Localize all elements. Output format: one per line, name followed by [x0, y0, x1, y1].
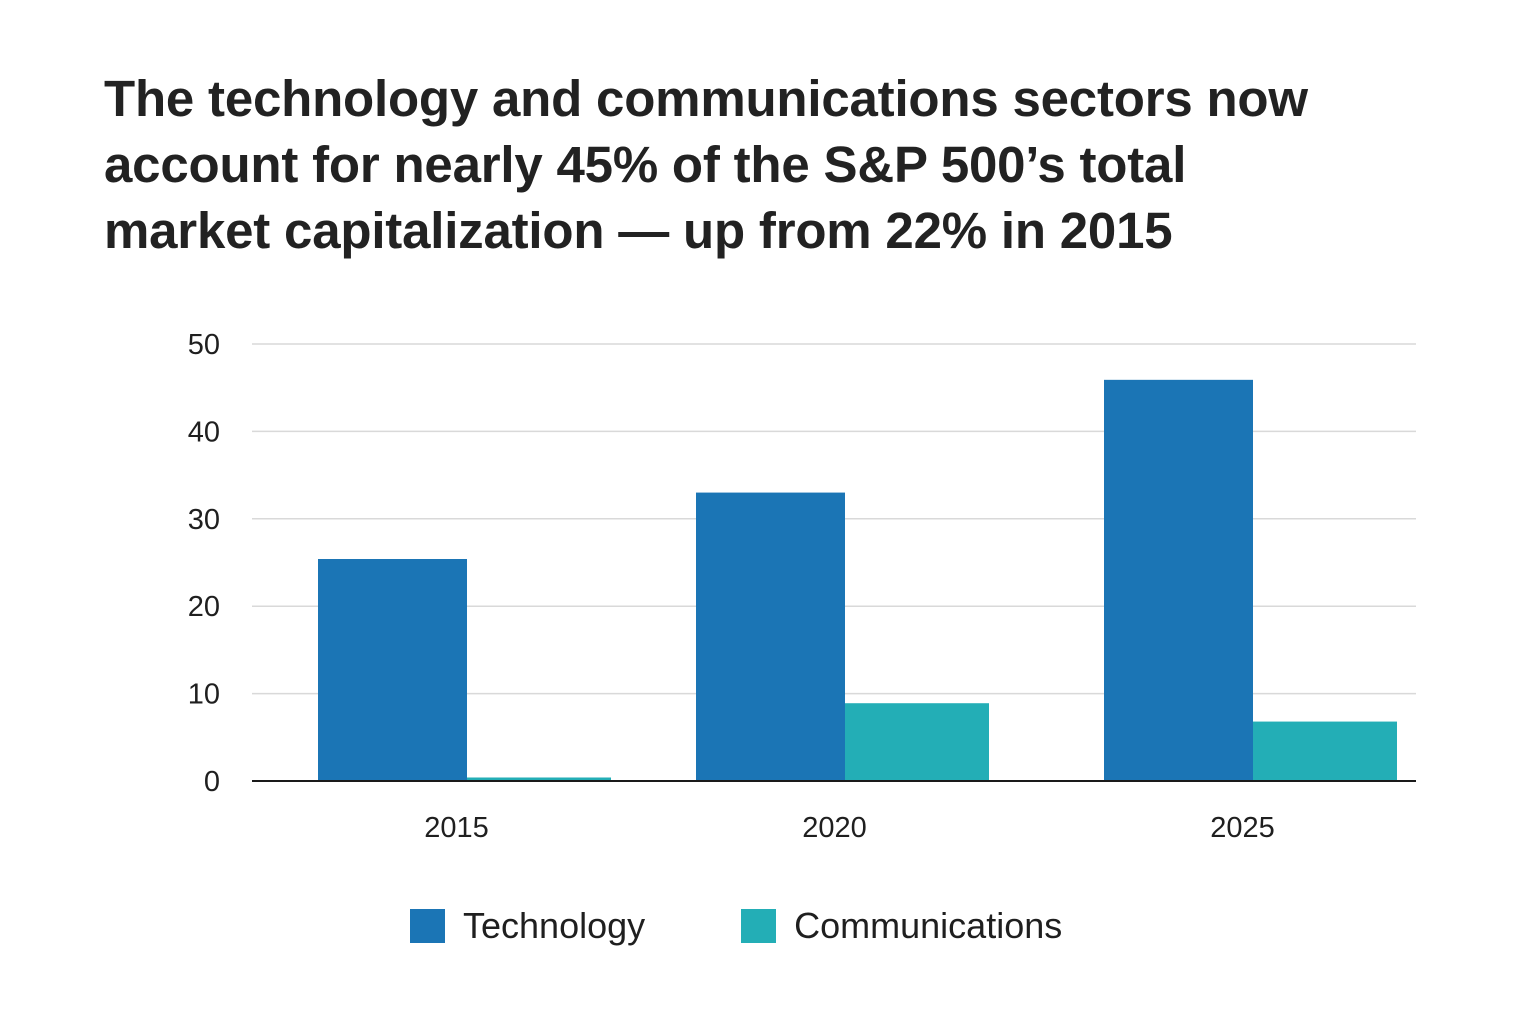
y-tick-label-20: 20 — [188, 591, 220, 623]
legend-label-technology: Technology — [463, 905, 646, 946]
bar-technology-2015[interactable] — [318, 559, 467, 781]
bar-communications-2020[interactable] — [845, 703, 989, 781]
bar-communications-2015[interactable] — [467, 777, 611, 781]
legend: Technology Communications — [410, 905, 1158, 947]
legend-item-technology[interactable]: Technology — [410, 905, 645, 947]
chart-title: The technology and communications sector… — [104, 66, 1464, 264]
chart-title-line-3: market capitalization — up from 22% in 2… — [104, 202, 1173, 259]
y-tick-label-50: 50 — [188, 329, 220, 361]
y-tick-label-0: 0 — [204, 766, 220, 798]
y-tick-label-40: 40 — [188, 416, 220, 448]
bar-communications-2025[interactable] — [1253, 721, 1397, 781]
x-tick-label-2015: 2015 — [424, 812, 489, 844]
y-tick-label-30: 30 — [188, 504, 220, 536]
legend-item-communications[interactable]: Communications — [741, 905, 1062, 947]
bars — [318, 379, 1397, 781]
legend-label-communications: Communications — [794, 905, 1063, 946]
bar-technology-2025[interactable] — [1104, 379, 1253, 781]
bar-technology-2020[interactable] — [696, 492, 845, 781]
x-axis-labels: 2015 2020 2025 — [424, 812, 1275, 844]
y-tick-label-10: 10 — [188, 679, 220, 711]
y-axis-ticks: 0 10 20 30 40 50 — [188, 329, 220, 798]
chart-title-line-2: account for nearly 45% of the S&P 500’s … — [104, 136, 1187, 193]
legend-swatch-technology — [410, 909, 445, 943]
chart-title-line-1: The technology and communications sector… — [104, 70, 1308, 127]
x-tick-label-2025: 2025 — [1210, 812, 1275, 844]
x-tick-label-2020: 2020 — [802, 812, 867, 844]
legend-swatch-communications — [741, 909, 777, 943]
